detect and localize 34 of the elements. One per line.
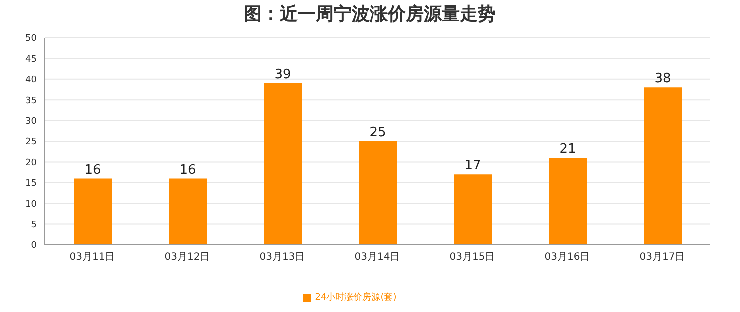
bar [454, 174, 492, 245]
y-tick-label: 30 [26, 116, 38, 127]
y-tick-label: 10 [26, 200, 38, 210]
y-tick-label: 35 [26, 96, 37, 106]
bar [74, 178, 112, 245]
x-tick-label: 03月17日 [640, 252, 686, 264]
data-label: 21 [560, 142, 576, 158]
legend-label: 24小时涨价房源(套) [315, 293, 397, 303]
bar [359, 142, 397, 245]
x-tick-label: 03月12日 [164, 252, 210, 264]
x-tick-label: 03月11日 [70, 252, 116, 264]
y-tick-label: 40 [26, 76, 38, 86]
x-tick-label: 03月13日 [260, 252, 306, 264]
data-label: 38 [654, 72, 672, 87]
y-tick-label: 50 [26, 34, 38, 44]
chart-title: 图：近一周宁波涨价房源量走势 [243, 3, 497, 26]
y-tick-label: 20 [26, 158, 38, 168]
y-tick-label: 25 [26, 138, 37, 148]
x-tick-label: 03月14日 [354, 252, 400, 264]
bar [169, 178, 207, 245]
x-tick-label: 03月16日 [544, 252, 590, 264]
data-label: 16 [84, 162, 102, 178]
data-label: 17 [464, 158, 482, 174]
y-tick-label: 0 [31, 241, 38, 252]
bar [644, 88, 682, 245]
bar [264, 84, 302, 245]
y-tick-label: 5 [31, 220, 37, 230]
y-tick-label: 45 [26, 54, 37, 65]
data-label: 39 [274, 68, 292, 83]
y-tick-label: 15 [26, 179, 37, 190]
bar [549, 158, 587, 245]
x-tick-label: 03月15日 [450, 252, 496, 264]
data-label: 16 [180, 162, 196, 178]
data-label: 25 [370, 126, 386, 140]
